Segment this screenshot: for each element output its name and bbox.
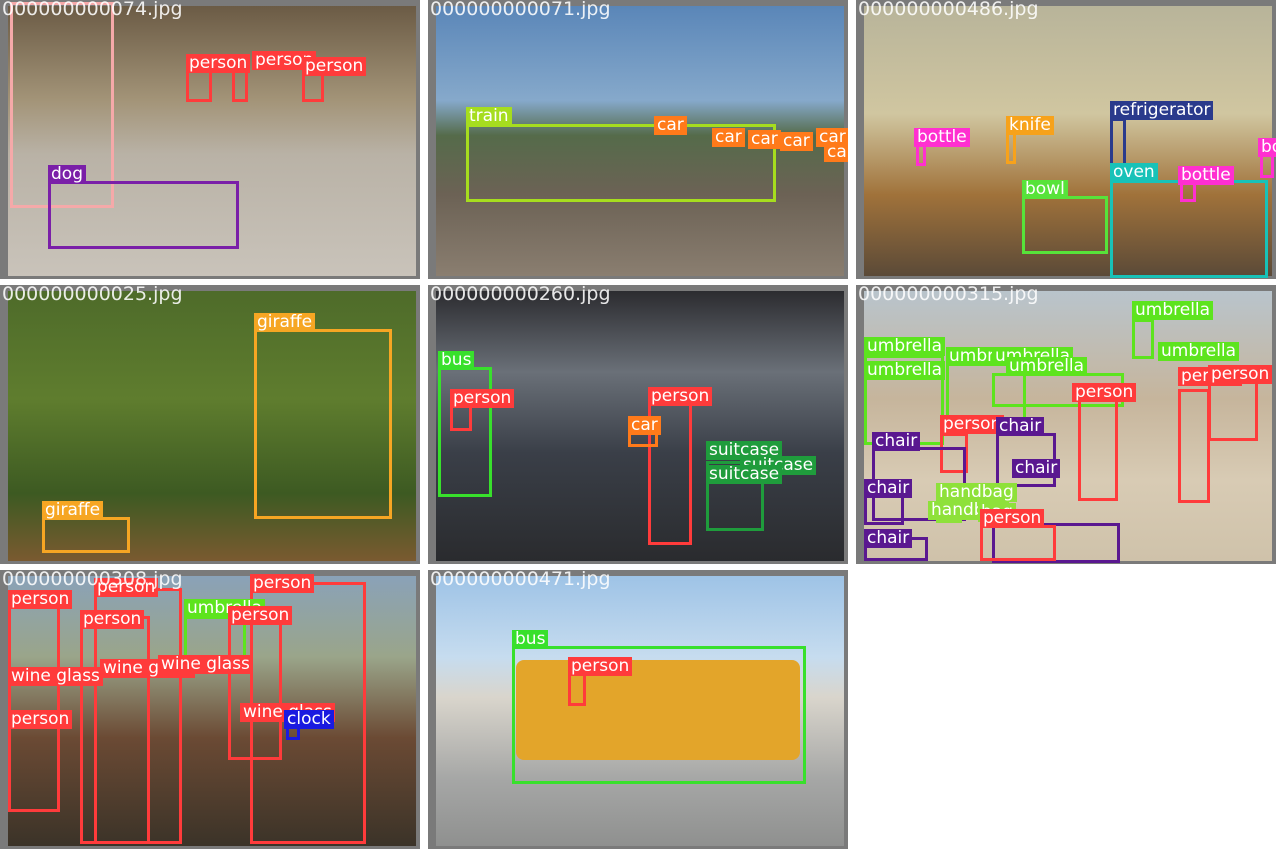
- label-dog: dog: [48, 165, 86, 184]
- filename: 000000000471.jpg: [430, 570, 611, 590]
- label-person: person: [1072, 383, 1137, 402]
- bbox-dog: [48, 181, 239, 249]
- label-person: person: [8, 590, 73, 609]
- bbox-bowl: [1022, 196, 1108, 254]
- label-person: person: [940, 415, 1005, 434]
- label-person: person: [94, 578, 159, 597]
- bbox-person-pale: [10, 2, 114, 208]
- photo-wine-tasting: [8, 576, 416, 846]
- label-car: car: [816, 128, 848, 147]
- label-knife: knife: [1006, 116, 1054, 135]
- label-wine-glass: wine glass: [158, 655, 253, 674]
- label-chair: chair: [872, 432, 921, 451]
- label-car: car: [712, 128, 745, 147]
- bbox-person: [940, 433, 968, 473]
- bbox-chair: [864, 495, 904, 525]
- label-bottle: bo: [1258, 138, 1276, 157]
- label-umbrella: umbrella: [1158, 342, 1240, 361]
- filename: 000000000074.jpg: [2, 0, 183, 20]
- bbox-giraffe: [254, 329, 392, 519]
- bbox-train: [466, 124, 776, 202]
- tile-315[interactable]: 000000000315.jpg umbrella umbrella umbre…: [856, 285, 1276, 564]
- bbox-person: [1208, 381, 1258, 441]
- label-person: person: [568, 657, 633, 676]
- label-car: car: [780, 132, 813, 151]
- label-chair: chair: [864, 529, 913, 548]
- label-person: person: [450, 389, 515, 408]
- label-handbag: handbag: [936, 483, 1017, 502]
- bbox-person: [1178, 389, 1210, 503]
- bbox-giraffe: [42, 517, 130, 553]
- label-chair: chair: [996, 417, 1045, 436]
- tile-74[interactable]: 000000000074.jpg person person person do…: [0, 0, 420, 279]
- label-suitcase: suitcase: [706, 465, 783, 484]
- photo-street-dog: [8, 6, 416, 276]
- label-person: person: [252, 51, 317, 70]
- filename: 000000000486.jpg: [858, 0, 1039, 20]
- label-umbrella: umbrella: [1132, 301, 1214, 320]
- filename: 000000000315.jpg: [858, 285, 1039, 305]
- bbox-suitcase: [706, 461, 764, 531]
- bbox-person: [8, 592, 60, 812]
- label-giraffe: giraffe: [254, 313, 316, 332]
- label-bottle: bottle: [914, 128, 970, 147]
- label-chair: chair: [1012, 459, 1061, 478]
- label-car: car: [628, 416, 661, 435]
- label-person: person: [80, 610, 145, 629]
- label-chair: chair: [864, 479, 913, 498]
- label-car: car: [654, 116, 687, 135]
- tile-71[interactable]: 000000000071.jpg train car car car car c…: [428, 0, 848, 279]
- label-person: person: [8, 710, 73, 729]
- bbox-bus: [438, 367, 492, 497]
- label-person: person: [302, 57, 367, 76]
- label-train: train: [466, 107, 512, 126]
- tile-308[interactable]: 000000000308.jpg person person person pe…: [0, 570, 420, 849]
- label-umbrella: umbrella: [864, 337, 946, 356]
- label-person: person: [250, 574, 315, 593]
- bbox-knife: [1006, 130, 1016, 164]
- label-refrigerator: refrigerator: [1110, 101, 1214, 120]
- label-giraffe: giraffe: [42, 501, 104, 520]
- tile-260[interactable]: 000000000260.jpg bus person person car s…: [428, 285, 848, 564]
- tile-471[interactable]: 000000000471.jpg bus person: [428, 570, 848, 849]
- label-umbrella: umbrella: [864, 361, 946, 380]
- bbox-umbrella: [1132, 319, 1154, 359]
- label-bus: bus: [438, 351, 475, 370]
- label-umbrella: umbrella: [1006, 357, 1088, 376]
- label-clock: clock: [284, 710, 334, 729]
- label-oven: oven: [1110, 163, 1158, 182]
- bbox-bottle: [1180, 182, 1196, 202]
- filename: 000000000025.jpg: [2, 285, 183, 305]
- label-bottle: bottle: [1178, 166, 1234, 185]
- bbox-person: [228, 620, 282, 760]
- label-suitcase: suitcase: [706, 441, 783, 460]
- bbox-person: [980, 525, 1056, 561]
- tile-486[interactable]: 000000000486.jpg refrigerator bottle kni…: [856, 0, 1276, 279]
- label-car: car: [748, 130, 781, 149]
- tile-25[interactable]: 000000000025.jpg giraffe giraffe: [0, 285, 420, 564]
- bbox-bus: [512, 646, 806, 784]
- bbox-chair: [992, 523, 1120, 563]
- label-person: person: [1208, 365, 1273, 384]
- bbox-person: [1078, 397, 1118, 501]
- filename: 000000000071.jpg: [430, 0, 611, 20]
- label-person: person: [980, 509, 1045, 528]
- bus-shape: [516, 660, 800, 760]
- label-wine-glass: wine glass: [8, 667, 103, 686]
- bbox-person: [186, 68, 212, 102]
- label-car: car: [824, 143, 848, 162]
- filename: 000000000260.jpg: [430, 285, 611, 305]
- label-bus: bus: [512, 630, 549, 649]
- label-person: person: [186, 54, 251, 73]
- label-bowl: bowl: [1022, 180, 1068, 199]
- label-person: person: [648, 387, 713, 406]
- bbox-person: [450, 405, 472, 431]
- bbox-person: [302, 72, 324, 102]
- bbox-person: [232, 70, 248, 102]
- label-person: person: [228, 606, 293, 625]
- filename: 000000000308.jpg: [2, 570, 183, 590]
